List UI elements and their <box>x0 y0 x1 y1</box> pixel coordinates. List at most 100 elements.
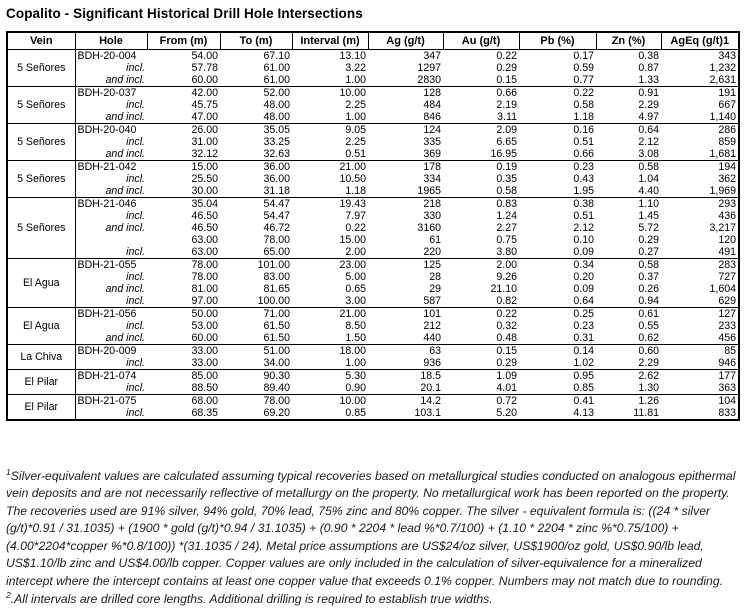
hole-cell: incl. <box>75 407 147 420</box>
pb-cell: 0.38 <box>519 197 596 210</box>
ageq-cell: 727 <box>661 271 739 283</box>
ageq-cell: 2,631 <box>661 74 739 87</box>
from-cell: 78.00 <box>147 271 220 283</box>
au-cell: 2.27 <box>443 222 519 234</box>
zn-cell: 0.37 <box>596 271 661 283</box>
to-cell: 69.20 <box>220 407 292 420</box>
column-header-interval: Interval (m) <box>292 32 368 49</box>
au-cell: 0.29 <box>443 357 519 370</box>
ageq-cell: 667 <box>661 99 739 111</box>
interval-cell: 2.25 <box>292 99 368 111</box>
interval-cell: 1.18 <box>292 185 368 198</box>
hole-cell: and incl. <box>75 222 147 234</box>
vein-cell: El Agua <box>7 307 75 344</box>
drill-results-table: Vein Hole From (m) To (m) Interval (m) A… <box>6 31 740 421</box>
footnote-text-1: Silver-equivalent values are calculated … <box>6 469 735 589</box>
hole-cell: BDH-20-037 <box>75 86 147 99</box>
zn-cell: 0.58 <box>596 258 661 271</box>
interval-cell: 8.50 <box>292 320 368 332</box>
pb-cell: 0.25 <box>519 307 596 320</box>
from-cell: 46.50 <box>147 222 220 234</box>
hole-cell: incl. <box>75 357 147 370</box>
au-cell: 6.65 <box>443 136 519 148</box>
pb-cell: 0.31 <box>519 332 596 345</box>
zn-cell: 0.94 <box>596 295 661 308</box>
hole-cell: incl. <box>75 99 147 111</box>
to-cell: 89.40 <box>220 382 292 395</box>
zn-cell: 1.10 <box>596 197 661 210</box>
footnote-text-2: .All intervals are drilled core lengths.… <box>11 592 493 606</box>
zn-cell: 2.29 <box>596 357 661 370</box>
interval-cell: 0.85 <box>292 407 368 420</box>
to-cell: 54.47 <box>220 210 292 222</box>
column-header-ag: Ag (g/t) <box>368 32 443 49</box>
interval-cell: 18.00 <box>292 344 368 357</box>
ageq-cell: 629 <box>661 295 739 308</box>
from-cell: 78.00 <box>147 258 220 271</box>
ageq-cell: 946 <box>661 357 739 370</box>
ageq-cell: 85 <box>661 344 739 357</box>
pb-cell: 0.41 <box>519 394 596 407</box>
zn-cell: 0.26 <box>596 283 661 295</box>
to-cell: 48.00 <box>220 111 292 124</box>
ageq-cell: 1,140 <box>661 111 739 124</box>
hole-cell: and incl. <box>75 185 147 198</box>
interval-cell: 3.22 <box>292 62 368 74</box>
au-cell: 9.26 <box>443 271 519 283</box>
from-cell: 32.12 <box>147 148 220 161</box>
to-cell: 83.00 <box>220 271 292 283</box>
to-cell: 61.50 <box>220 332 292 345</box>
au-cell: 21.10 <box>443 283 519 295</box>
ageq-cell: 436 <box>661 210 739 222</box>
to-cell: 61.00 <box>220 62 292 74</box>
au-cell: 2.00 <box>443 258 519 271</box>
au-cell: 0.15 <box>443 344 519 357</box>
from-cell: 45.75 <box>147 99 220 111</box>
from-cell: 85.00 <box>147 369 220 382</box>
hole-cell: BDH-21-074 <box>75 369 147 382</box>
pb-cell: 0.34 <box>519 258 596 271</box>
to-cell: 65.00 <box>220 246 292 259</box>
to-cell: 31.18 <box>220 185 292 198</box>
pb-cell: 0.59 <box>519 62 596 74</box>
from-cell: 81.00 <box>147 283 220 295</box>
to-cell: 32.63 <box>220 148 292 161</box>
ageq-cell: 104 <box>661 394 739 407</box>
au-cell: 0.32 <box>443 320 519 332</box>
ag-cell: 936 <box>368 357 443 370</box>
from-cell: 60.00 <box>147 332 220 345</box>
zn-cell: 0.29 <box>596 234 661 246</box>
column-header-from: From (m) <box>147 32 220 49</box>
from-cell: 33.00 <box>147 357 220 370</box>
hole-cell: incl. <box>75 295 147 308</box>
pb-cell: 1.02 <box>519 357 596 370</box>
hole-cell <box>75 234 147 246</box>
header-row: Vein Hole From (m) To (m) Interval (m) A… <box>7 32 739 49</box>
ag-cell: 587 <box>368 295 443 308</box>
to-cell: 51.00 <box>220 344 292 357</box>
interval-cell: 9.05 <box>292 123 368 136</box>
zn-cell: 1.33 <box>596 74 661 87</box>
to-cell: 36.00 <box>220 160 292 173</box>
au-cell: 1.24 <box>443 210 519 222</box>
ag-cell: 61 <box>368 234 443 246</box>
zn-cell: 0.60 <box>596 344 661 357</box>
from-cell: 53.00 <box>147 320 220 332</box>
pb-cell: 0.58 <box>519 99 596 111</box>
pb-cell: 0.16 <box>519 123 596 136</box>
au-cell: 0.75 <box>443 234 519 246</box>
to-cell: 67.10 <box>220 49 292 62</box>
pb-cell: 0.09 <box>519 283 596 295</box>
